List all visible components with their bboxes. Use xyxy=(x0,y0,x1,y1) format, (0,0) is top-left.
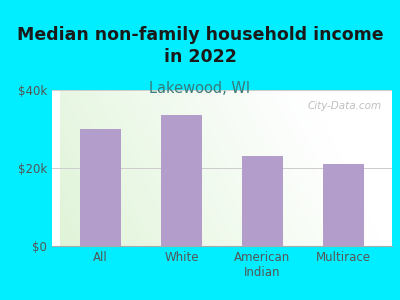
Text: Lakewood, WI: Lakewood, WI xyxy=(150,81,250,96)
Bar xyxy=(80,129,121,246)
Bar xyxy=(161,115,202,246)
Text: City-Data.com: City-Data.com xyxy=(308,101,382,111)
Bar xyxy=(242,156,283,246)
Text: Median non-family household income
in 2022: Median non-family household income in 20… xyxy=(17,26,383,66)
Bar xyxy=(323,164,364,246)
